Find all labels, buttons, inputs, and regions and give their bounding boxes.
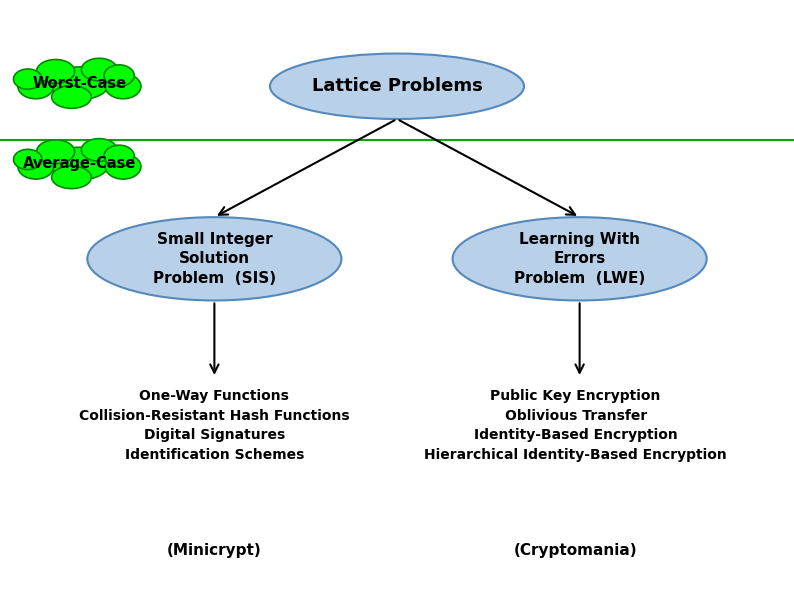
Text: (Minicrypt): (Minicrypt) <box>167 543 262 558</box>
Text: Lattice Problems: Lattice Problems <box>311 77 483 95</box>
Ellipse shape <box>105 74 141 99</box>
Ellipse shape <box>50 147 110 180</box>
Ellipse shape <box>453 217 707 300</box>
Ellipse shape <box>37 140 75 164</box>
Ellipse shape <box>52 86 91 108</box>
Ellipse shape <box>104 145 134 167</box>
Ellipse shape <box>13 69 42 89</box>
Ellipse shape <box>105 154 141 179</box>
Ellipse shape <box>13 149 42 170</box>
Text: Small Integer
Solution
Problem  (SIS): Small Integer Solution Problem (SIS) <box>152 231 276 286</box>
Ellipse shape <box>37 60 75 83</box>
Ellipse shape <box>87 217 341 300</box>
Ellipse shape <box>270 54 524 119</box>
Ellipse shape <box>82 58 118 81</box>
Ellipse shape <box>82 139 118 161</box>
Ellipse shape <box>18 154 53 179</box>
Text: One-Way Functions
Collision-Resistant Hash Functions
Digital Signatures
Identifi: One-Way Functions Collision-Resistant Ha… <box>79 389 349 462</box>
Text: Learning With
Errors
Problem  (LWE): Learning With Errors Problem (LWE) <box>514 231 646 286</box>
Text: Average-Case: Average-Case <box>23 156 136 171</box>
Ellipse shape <box>18 74 53 99</box>
Ellipse shape <box>52 166 91 189</box>
Text: Worst-Case: Worst-Case <box>33 76 126 91</box>
Text: Public Key Encryption
Oblivious Transfer
Identity-Based Encryption
Hierarchical : Public Key Encryption Oblivious Transfer… <box>424 389 727 462</box>
Text: (Cryptomania): (Cryptomania) <box>514 543 638 558</box>
Ellipse shape <box>104 65 134 86</box>
Ellipse shape <box>50 67 110 99</box>
